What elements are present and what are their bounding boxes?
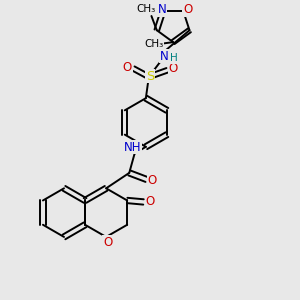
Text: O: O [148,174,157,188]
Text: NH: NH [124,141,142,154]
Text: O: O [183,3,192,16]
Text: O: O [169,62,178,75]
Text: O: O [146,195,154,208]
Text: N: N [158,3,167,16]
Text: N: N [160,50,169,63]
Text: S: S [146,70,154,83]
Text: CH₃: CH₃ [136,4,156,14]
Text: CH₃: CH₃ [144,39,164,49]
Text: O: O [123,61,132,74]
Text: H: H [170,53,178,63]
Text: O: O [103,236,112,249]
